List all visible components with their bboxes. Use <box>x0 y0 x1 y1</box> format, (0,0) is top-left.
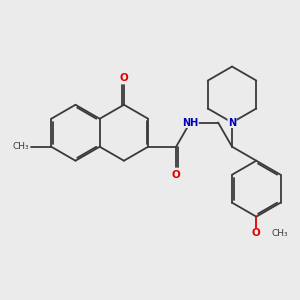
Text: O: O <box>120 73 128 83</box>
Text: NH: NH <box>182 118 198 128</box>
Text: CH₃: CH₃ <box>272 229 288 238</box>
Text: O: O <box>252 228 261 239</box>
Text: O: O <box>172 169 181 179</box>
Text: CH₃: CH₃ <box>13 142 29 151</box>
Text: N: N <box>228 118 236 128</box>
